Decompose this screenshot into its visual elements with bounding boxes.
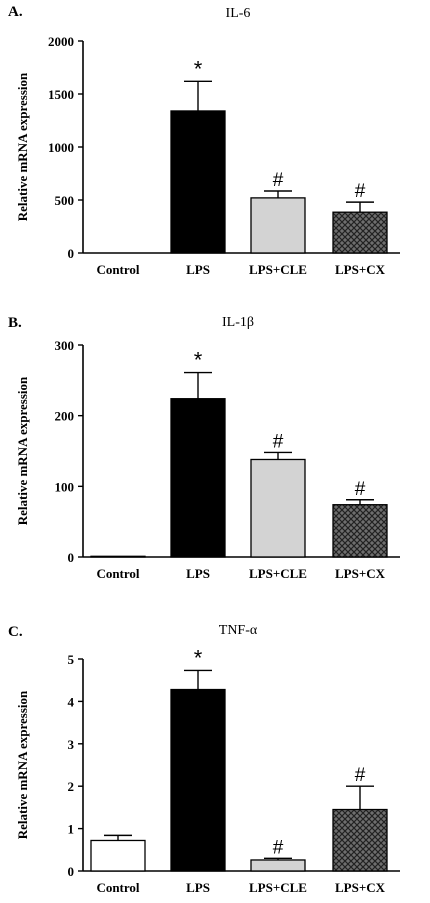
y-tick-label: 2000 <box>48 34 74 49</box>
bar-lps <box>170 398 226 558</box>
significance-marker: # <box>355 765 366 786</box>
y-axis-label: Relative mRNA expression <box>15 72 30 221</box>
significance-marker: * <box>194 348 203 373</box>
y-tick-label: 0 <box>68 864 75 879</box>
y-tick-label: 4 <box>68 694 75 709</box>
bar-lps-cle <box>250 859 306 872</box>
x-tick-label: Control <box>96 262 139 277</box>
chart-panel-1: A. IL-6 Relative mRNA expression 0 500 1000 15… <box>8 4 400 277</box>
x-tick-label: LPS+CLE <box>249 566 307 581</box>
x-tick-label: LPS+CX <box>335 880 386 895</box>
x-tick-label: Control <box>96 566 139 581</box>
chart-panel-3: C. TNF-α Relative mRNA expression 0 1 2 3 4 5 Con… <box>8 623 400 895</box>
bar-lps-cx <box>332 211 388 254</box>
x-tick-label: LPS+CLE <box>249 880 307 895</box>
chart-panel-2: B. IL-1β Relative mRNA expression 0 100 200 30… <box>8 315 400 581</box>
x-tick-label: LPS <box>186 566 210 581</box>
y-tick-label: 3 <box>68 737 75 752</box>
bar-lps <box>170 688 226 872</box>
y-tick-label: 5 <box>68 652 75 667</box>
significance-marker: * <box>194 56 203 81</box>
significance-marker: # <box>273 837 284 858</box>
bar-lps-cle <box>250 458 306 558</box>
bar-lps <box>170 110 226 254</box>
y-tick-label: 100 <box>55 479 75 494</box>
y-tick-label: 0 <box>68 550 75 565</box>
significance-marker: # <box>355 479 366 500</box>
bar-control <box>90 555 146 558</box>
x-tick-label: LPS+CX <box>335 566 386 581</box>
significance-marker: # <box>273 431 284 452</box>
significance-marker: * <box>194 645 203 670</box>
x-tick-label: LPS+CX <box>335 262 386 277</box>
chart-title: TNF-α <box>219 623 258 638</box>
bar-lps-cx <box>332 504 388 558</box>
x-tick-label: Control <box>96 880 139 895</box>
significance-marker: # <box>273 170 284 191</box>
x-tick-label: LPS <box>186 880 210 895</box>
bar-lps-cle <box>250 197 306 254</box>
x-tick-label: LPS+CLE <box>249 262 307 277</box>
y-axis-label: Relative mRNA expression <box>15 690 30 839</box>
x-tick-label: LPS <box>186 262 210 277</box>
y-tick-label: 1 <box>68 822 75 837</box>
y-tick-label: 300 <box>55 338 75 353</box>
panel-label: B. <box>8 315 22 331</box>
bar-lps-cx <box>332 808 388 872</box>
y-tick-label: 1500 <box>48 87 74 102</box>
y-tick-label: 200 <box>55 409 75 424</box>
bar-control <box>90 839 146 872</box>
y-axis-label: Relative mRNA expression <box>15 376 30 525</box>
significance-marker: # <box>355 181 366 202</box>
chart-title: IL-1β <box>222 315 254 330</box>
panel-label: C. <box>8 624 23 640</box>
y-tick-label: 500 <box>55 193 75 208</box>
y-tick-label: 1000 <box>48 140 74 155</box>
chart-title: IL-6 <box>226 6 251 21</box>
y-tick-label: 0 <box>68 246 75 261</box>
panel-label: A. <box>8 4 23 20</box>
y-tick-label: 2 <box>68 779 75 794</box>
